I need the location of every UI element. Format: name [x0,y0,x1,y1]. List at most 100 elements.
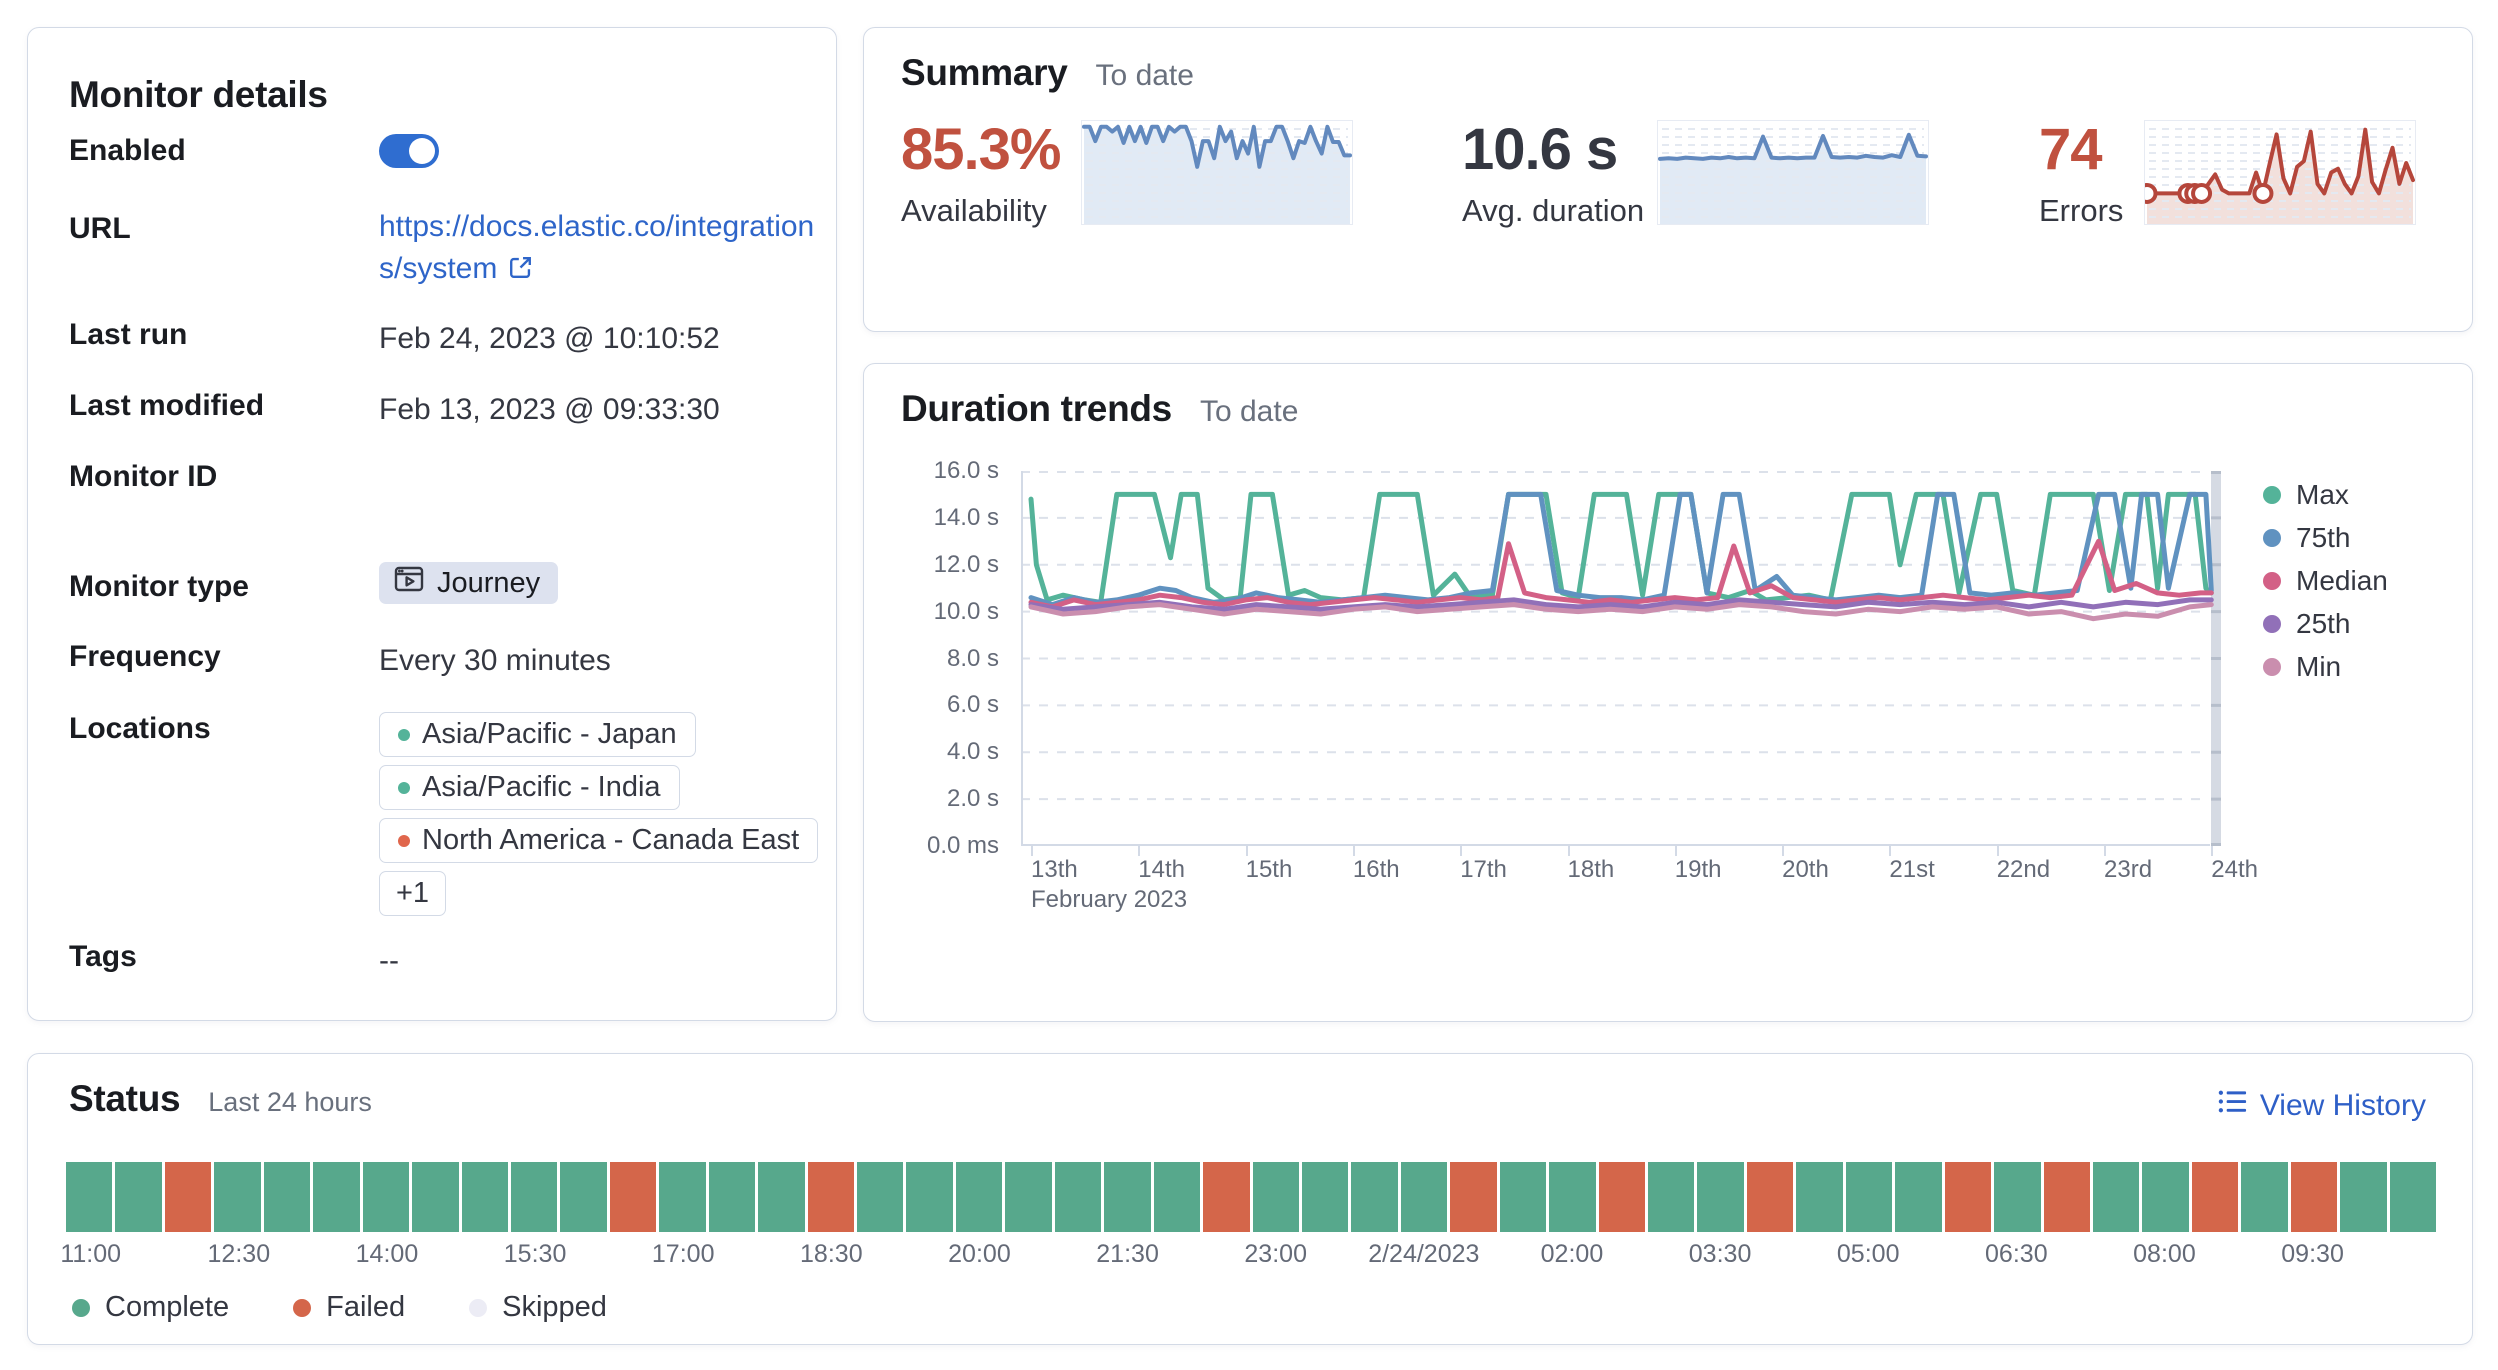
status-x-tick: 18:30 [800,1240,863,1268]
status-block-failed[interactable] [1598,1162,1645,1232]
status-x-tick: 20:00 [948,1240,1011,1268]
location-label: North America - Canada East [422,824,800,856]
status-block-complete[interactable] [1796,1162,1843,1232]
status-block-failed[interactable] [609,1162,657,1232]
duration-x-tick: 20th [1782,846,1829,883]
status-block-failed[interactable] [2191,1162,2239,1232]
status-block-failed[interactable] [164,1162,212,1232]
avg-duration-metric: 10.6 s Avg. duration [1462,116,1644,229]
status-block-complete[interactable] [857,1162,904,1232]
status-block-complete[interactable] [906,1162,953,1232]
duration-x-tick: 24th [2211,846,2259,883]
status-block-complete[interactable] [313,1162,360,1232]
duration-y-tick: 6.0 s [946,691,999,719]
status-block-failed[interactable] [1450,1162,1497,1232]
status-block-complete[interactable] [1895,1162,1942,1232]
field-enabled: Enabled [69,134,439,168]
status-block-complete[interactable] [1054,1162,1102,1232]
last-modified-label: Last modified [69,389,265,422]
legend-dot [2263,614,2281,633]
status-block-complete[interactable] [1697,1162,1744,1232]
errors-value: 74 [2039,117,2103,182]
status-block-complete[interactable] [362,1162,410,1232]
status-x-tick: 11:00 [60,1240,122,1268]
status-block-complete[interactable] [510,1162,558,1232]
status-block-complete[interactable] [560,1162,607,1232]
status-block-complete[interactable] [1005,1162,1052,1232]
duration-y-tick: 8.0 s [946,644,999,672]
last-run-label: Last run [69,318,188,351]
monitor-url-link[interactable]: https://docs.elastic.co/integrations/sys… [379,210,814,285]
legend-dot [2263,657,2281,676]
legend-label: Min [2296,650,2342,682]
legend-item-75th[interactable]: 75th [2263,522,2388,553]
status-block-complete[interactable] [461,1162,508,1232]
duration-x-tick: 22nd [1996,846,2051,883]
status-block-complete[interactable] [412,1162,459,1232]
duration-x-tick: 16th [1352,846,1400,883]
status-block-complete[interactable] [1648,1162,1695,1232]
legend-item-min[interactable]: Min [2263,650,2388,682]
legend-item-median[interactable]: Median [2263,565,2388,596]
status-x-tick: 02:00 [1540,1240,1604,1268]
status-block-complete[interactable] [1400,1162,1448,1232]
status-block-complete[interactable] [1351,1162,1398,1232]
status-block-complete[interactable] [1845,1162,1893,1232]
view-history-label[interactable]: View History [2259,1088,2426,1122]
status-block-complete[interactable] [659,1162,706,1232]
status-block-failed[interactable] [1203,1162,1250,1232]
status-block-complete[interactable] [1153,1162,1201,1232]
duration-x-tick: 14th [1138,846,1186,883]
status-block-failed[interactable] [807,1162,854,1232]
status-block-complete[interactable] [2092,1162,2140,1232]
locations-more-badge[interactable]: +1 [379,871,447,916]
status-block-complete[interactable] [1549,1162,1596,1232]
status-panel: Status Last 24 hours View History 11:00 1… [27,1053,2473,1345]
location-badge: Asia/Pacific - Japan [379,712,696,757]
status-block-complete[interactable] [115,1162,162,1232]
status-block-failed[interactable] [1944,1162,1992,1232]
status-block-complete[interactable] [263,1162,311,1232]
status-block-complete[interactable] [1104,1162,1151,1232]
status-block-complete[interactable] [1994,1162,2041,1232]
location-label: Asia/Pacific - India [422,771,661,803]
status-block-failed[interactable] [1746,1162,1794,1232]
status-block-complete[interactable] [2389,1162,2436,1232]
status-legend-item-complete: Complete [72,1291,229,1323]
status-x-tick: 08:00 [2133,1240,2196,1268]
duration-trends-title: Duration trends [901,388,1172,429]
status-block-failed[interactable] [2043,1162,2090,1232]
status-x-tick: 15:30 [503,1240,567,1268]
availability-label: Availability [901,193,1047,228]
status-block-complete[interactable] [214,1162,261,1232]
tags-label: Tags [69,940,137,973]
status-block-failed[interactable] [2290,1162,2338,1232]
status-block-complete[interactable] [2142,1162,2189,1232]
status-block-complete[interactable] [2340,1162,2387,1232]
status-block-complete[interactable] [1499,1162,1547,1232]
summary-title: Summary [901,52,1068,93]
status-block-complete[interactable] [708,1162,756,1232]
status-block-complete[interactable] [1301,1162,1349,1232]
duration-x-tick: 23rd [2104,846,2153,883]
duration-trends-chart [1021,471,2221,846]
status-x-tick: 2/24/2023 [1368,1240,1480,1268]
monitor-type-badge: Journey [379,562,559,604]
status-block-complete[interactable] [955,1162,1003,1232]
view-history-link[interactable]: View History [2217,1086,2426,1125]
monitor-details-title: Monitor details [69,74,328,115]
field-tags: Tags -- [69,940,399,982]
duration-x-tick: 18th [1567,846,1615,883]
enabled-toggle[interactable] [379,134,439,168]
status-block-complete[interactable] [2241,1162,2288,1232]
status-x-tick: 17:00 [651,1240,715,1268]
location-badge: Asia/Pacific - India [379,765,680,810]
legend-item-max[interactable]: Max [2263,479,2388,510]
status-x-tick: 21:30 [1096,1240,1159,1268]
legend-item-25th[interactable]: 25th [2263,608,2388,639]
status-block-complete[interactable] [1252,1162,1299,1232]
locations-label: Locations [69,712,211,745]
status-block-complete[interactable] [758,1162,805,1232]
errors-metric: 74 Errors [2039,116,2123,229]
status-block-complete[interactable] [66,1162,113,1232]
